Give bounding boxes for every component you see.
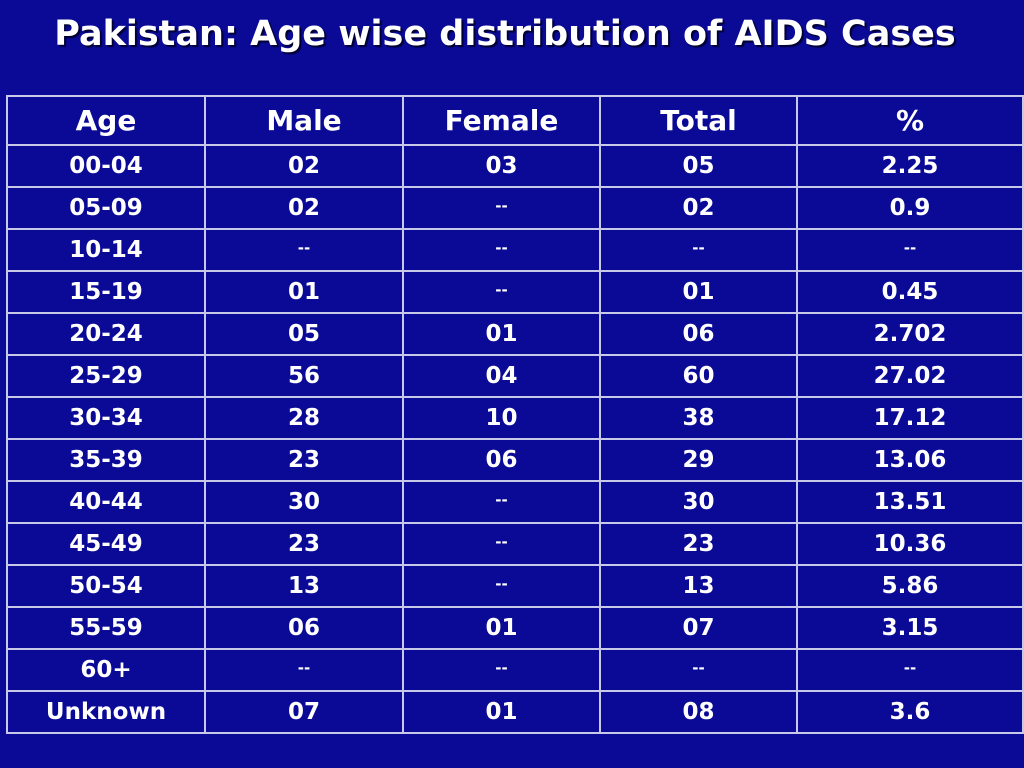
percent-cell: 0.45 xyxy=(796,270,1024,314)
percent-cell: 13.51 xyxy=(796,480,1024,524)
percent-cell: 3.6 xyxy=(796,690,1024,734)
male-cell: 23 xyxy=(204,522,404,566)
total-cell: 38 xyxy=(599,396,798,440)
female-cell: 03 xyxy=(402,144,601,188)
table-row: 00-04 02 03 05 2.25 xyxy=(6,144,1024,188)
percent-cell: -- xyxy=(796,228,1024,272)
total-cell: 05 xyxy=(599,144,798,188)
age-cell: 15-19 xyxy=(6,270,206,314)
female-cell: -- xyxy=(402,228,601,272)
female-cell: -- xyxy=(402,480,601,524)
percent-cell: 13.06 xyxy=(796,438,1024,482)
male-cell: 28 xyxy=(204,396,404,440)
slide-title: Pakistan: Age wise distribution of AIDS … xyxy=(54,14,956,54)
percent-cell: 27.02 xyxy=(796,354,1024,398)
female-cell: 10 xyxy=(402,396,601,440)
female-cell: -- xyxy=(402,186,601,230)
header-female: Female xyxy=(402,95,601,146)
age-cell: 25-29 xyxy=(6,354,206,398)
percent-cell: -- xyxy=(796,648,1024,692)
table-row: Unknown 07 01 08 3.6 xyxy=(6,690,1024,734)
table-row: 20-24 05 01 06 2.702 xyxy=(6,312,1024,356)
female-cell: -- xyxy=(402,564,601,608)
table-header-row: Age Male Female Total % xyxy=(6,95,1024,146)
table-container: Age Male Female Total % 00-04 02 03 05 2.25 0… xyxy=(6,95,1024,768)
male-cell: 02 xyxy=(204,186,404,230)
female-cell: 01 xyxy=(402,312,601,356)
header-total: Total xyxy=(599,95,798,146)
total-cell: 06 xyxy=(599,312,798,356)
male-cell: 01 xyxy=(204,270,404,314)
age-distribution-table: Age Male Female Total % 00-04 02 03 05 2.25 0… xyxy=(6,95,1024,734)
age-cell: 50-54 xyxy=(6,564,206,608)
age-cell: 40-44 xyxy=(6,480,206,524)
age-cell: 05-09 xyxy=(6,186,206,230)
total-cell: 60 xyxy=(599,354,798,398)
percent-cell: 17.12 xyxy=(796,396,1024,440)
total-cell: 23 xyxy=(599,522,798,566)
total-cell: -- xyxy=(599,228,798,272)
total-cell: 02 xyxy=(599,186,798,230)
male-cell: 02 xyxy=(204,144,404,188)
total-cell: -- xyxy=(599,648,798,692)
percent-cell: 3.15 xyxy=(796,606,1024,650)
male-cell: -- xyxy=(204,648,404,692)
female-cell: -- xyxy=(402,648,601,692)
age-cell: 60+ xyxy=(6,648,206,692)
age-cell: 45-49 xyxy=(6,522,206,566)
table-row: 50-54 13 -- 13 5.86 xyxy=(6,564,1024,608)
percent-cell: 2.25 xyxy=(796,144,1024,188)
table-row: 15-19 01 -- 01 0.45 xyxy=(6,270,1024,314)
percent-cell: 0.9 xyxy=(796,186,1024,230)
table-row: 25-29 56 04 60 27.02 xyxy=(6,354,1024,398)
age-cell: 00-04 xyxy=(6,144,206,188)
table-row: 10-14 -- -- -- -- xyxy=(6,228,1024,272)
percent-cell: 2.702 xyxy=(796,312,1024,356)
total-cell: 13 xyxy=(599,564,798,608)
header-male: Male xyxy=(204,95,404,146)
table-row: 60+ -- -- -- -- xyxy=(6,648,1024,692)
male-cell: 05 xyxy=(204,312,404,356)
table-row: 55-59 06 01 07 3.15 xyxy=(6,606,1024,650)
male-cell: 07 xyxy=(204,690,404,734)
table-row: 05-09 02 -- 02 0.9 xyxy=(6,186,1024,230)
table-row: 40-44 30 -- 30 13.51 xyxy=(6,480,1024,524)
age-cell: 55-59 xyxy=(6,606,206,650)
female-cell: 06 xyxy=(402,438,601,482)
male-cell: 30 xyxy=(204,480,404,524)
female-cell: 04 xyxy=(402,354,601,398)
total-cell: 29 xyxy=(599,438,798,482)
percent-cell: 10.36 xyxy=(796,522,1024,566)
total-cell: 30 xyxy=(599,480,798,524)
table-row: 35-39 23 06 29 13.06 xyxy=(6,438,1024,482)
male-cell: 23 xyxy=(204,438,404,482)
table-body: 00-04 02 03 05 2.25 05-09 02 -- 02 0.9 10-14 -- -- --… xyxy=(6,144,1024,734)
male-cell: 13 xyxy=(204,564,404,608)
age-cell: 20-24 xyxy=(6,312,206,356)
total-cell: 08 xyxy=(599,690,798,734)
age-cell: Unknown xyxy=(6,690,206,734)
header-age: Age xyxy=(6,95,206,146)
female-cell: -- xyxy=(402,522,601,566)
total-cell: 01 xyxy=(599,270,798,314)
percent-cell: 5.86 xyxy=(796,564,1024,608)
age-cell: 10-14 xyxy=(6,228,206,272)
age-cell: 30-34 xyxy=(6,396,206,440)
male-cell: 06 xyxy=(204,606,404,650)
male-cell: 56 xyxy=(204,354,404,398)
table-row: 30-34 28 10 38 17.12 xyxy=(6,396,1024,440)
female-cell: -- xyxy=(402,270,601,314)
female-cell: 01 xyxy=(402,690,601,734)
table-row: 45-49 23 -- 23 10.36 xyxy=(6,522,1024,566)
female-cell: 01 xyxy=(402,606,601,650)
male-cell: -- xyxy=(204,228,404,272)
age-cell: 35-39 xyxy=(6,438,206,482)
header-percent: % xyxy=(796,95,1024,146)
total-cell: 07 xyxy=(599,606,798,650)
